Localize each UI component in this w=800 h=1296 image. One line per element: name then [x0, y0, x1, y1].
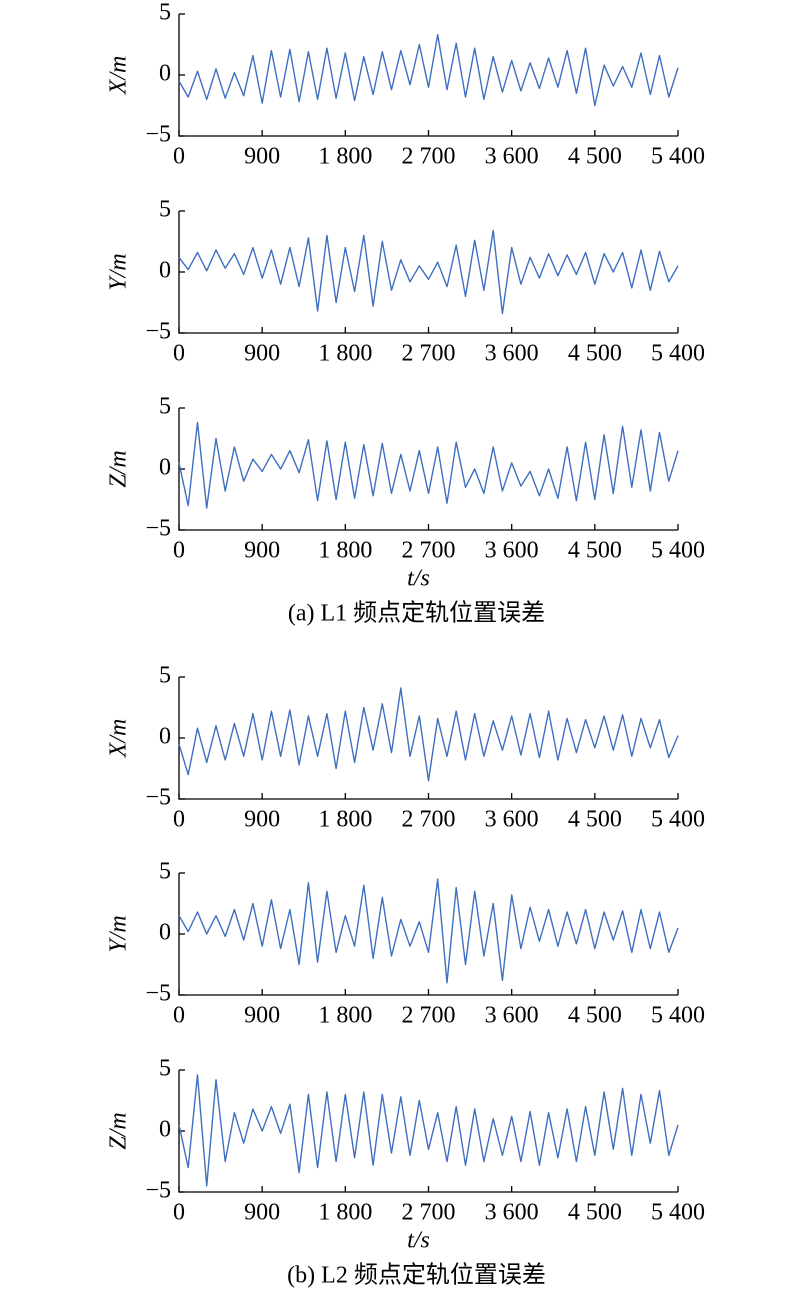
- x-tick-label: 5 400: [651, 144, 705, 170]
- y-axis-label: Z/m: [106, 450, 132, 487]
- y-tick-label: 0: [159, 455, 171, 481]
- x-tick-label: 1 800: [318, 1200, 372, 1226]
- y-tick-label: 5: [159, 394, 171, 420]
- x-tick-label: 5 400: [651, 807, 705, 833]
- x-tick-label: 4 500: [568, 1200, 622, 1226]
- y-tick-label: 0: [159, 724, 171, 750]
- x-tick-label: 3 600: [485, 144, 539, 170]
- y-tick-label: 0: [159, 1117, 171, 1143]
- data-line: [178, 878, 679, 984]
- y-tick-label: 5: [159, 859, 171, 885]
- y-axis-label: X/m: [106, 719, 132, 759]
- x-tick-label: 3 600: [485, 1003, 539, 1029]
- y-tick-label: 0: [159, 258, 171, 284]
- x-tick-label: 900: [244, 538, 280, 564]
- x-tick-label: 900: [244, 341, 280, 367]
- x-tick-label: 1 800: [318, 144, 372, 170]
- y-axis-label: X/m: [106, 56, 132, 96]
- x-tick-label: 900: [244, 1200, 280, 1226]
- x-tick-label: 1 800: [318, 538, 372, 564]
- x-tick-label: 4 500: [568, 538, 622, 564]
- axis-line: [178, 1070, 678, 1193]
- axis-line: [178, 211, 678, 334]
- x-tick-label: 1 800: [318, 1003, 372, 1029]
- x-tick-label: 4 500: [568, 807, 622, 833]
- axis-line: [178, 873, 678, 996]
- x-tick-label: 5 400: [651, 1003, 705, 1029]
- data-line: [178, 229, 679, 315]
- x-tick-label: 0: [173, 144, 185, 170]
- x-tick-label: 1 800: [318, 807, 372, 833]
- axis-line: [178, 408, 678, 531]
- x-tick-label: 900: [244, 807, 280, 833]
- x-tick-label: 3 600: [485, 1200, 539, 1226]
- x-tick-label: 900: [244, 1003, 280, 1029]
- data-line: [178, 34, 679, 107]
- y-tick-label: −5: [145, 1178, 171, 1204]
- x-tick-label: 3 600: [485, 341, 539, 367]
- y-axis-label: Y/m: [106, 915, 132, 952]
- caption: (a) L1 频点定轨位置误差: [288, 600, 545, 627]
- caption: (b) L2 频点定轨位置误差: [287, 1262, 546, 1289]
- x-tick-label: 2 700: [402, 341, 456, 367]
- x-tick-label: 3 600: [485, 538, 539, 564]
- y-tick-label: −5: [145, 785, 171, 811]
- y-tick-label: 5: [159, 1056, 171, 1082]
- x-tick-label: 4 500: [568, 341, 622, 367]
- x-tick-label: 0: [173, 341, 185, 367]
- x-tick-label: 900: [244, 144, 280, 170]
- y-axis-label: Y/m: [106, 253, 132, 290]
- y-tick-label: −5: [145, 122, 171, 148]
- data-line: [178, 421, 679, 509]
- axis-line: [178, 14, 678, 137]
- x-axis-label: t/s: [407, 566, 430, 592]
- data-line: [178, 687, 679, 782]
- x-axis-label: t/s: [407, 1228, 430, 1254]
- y-tick-label: 0: [159, 920, 171, 946]
- x-tick-label: 5 400: [651, 1200, 705, 1226]
- y-tick-label: −5: [145, 516, 171, 542]
- y-tick-label: 0: [159, 61, 171, 87]
- y-tick-label: −5: [145, 981, 171, 1007]
- x-tick-label: 0: [173, 538, 185, 564]
- x-tick-label: 2 700: [402, 807, 456, 833]
- y-tick-label: 5: [159, 197, 171, 223]
- x-tick-label: 2 700: [402, 1200, 456, 1226]
- y-tick-label: 5: [159, 663, 171, 689]
- x-tick-label: 2 700: [402, 1003, 456, 1029]
- x-tick-label: 4 500: [568, 1003, 622, 1029]
- y-axis-label: Z/m: [106, 1112, 132, 1149]
- x-tick-label: 0: [173, 807, 185, 833]
- x-tick-label: 5 400: [651, 341, 705, 367]
- x-tick-label: 0: [173, 1200, 185, 1226]
- x-tick-label: 2 700: [402, 144, 456, 170]
- y-tick-label: 5: [159, 0, 171, 26]
- x-tick-label: 4 500: [568, 144, 622, 170]
- x-tick-label: 1 800: [318, 341, 372, 367]
- x-tick-label: 5 400: [651, 538, 705, 564]
- y-tick-label: −5: [145, 319, 171, 345]
- data-line: [178, 1074, 679, 1187]
- x-tick-label: 2 700: [402, 538, 456, 564]
- x-tick-label: 3 600: [485, 807, 539, 833]
- x-tick-label: 0: [173, 1003, 185, 1029]
